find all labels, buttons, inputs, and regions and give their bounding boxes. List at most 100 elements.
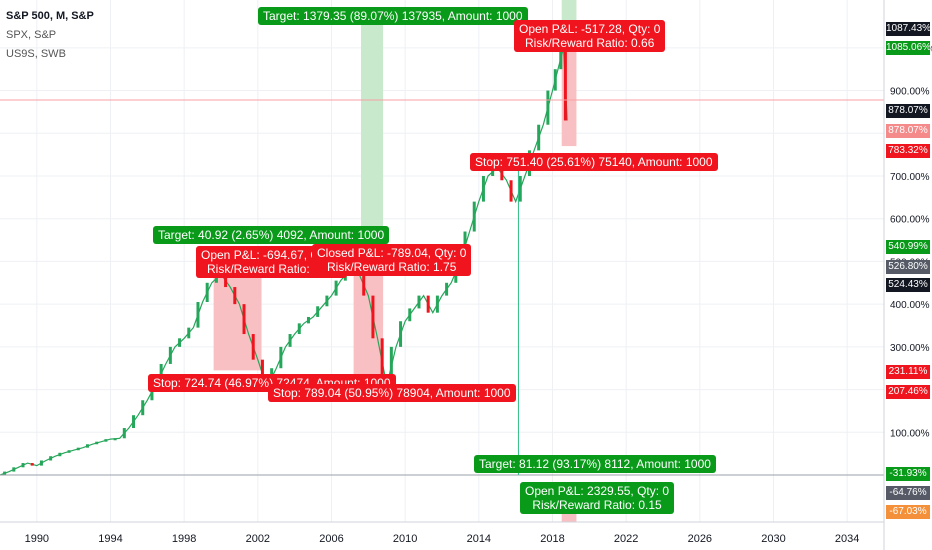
position-status-2007[interactable]: Closed P&L: -789.04, Qty: 0 Risk/Reward … bbox=[312, 244, 472, 276]
price-candle bbox=[260, 359, 264, 388]
price-candle bbox=[426, 295, 430, 313]
price-candle bbox=[288, 334, 292, 347]
x-tick-label: 1998 bbox=[172, 533, 196, 545]
price-candle bbox=[141, 400, 145, 416]
rr-line: Risk/Reward Ratio: 1.75 bbox=[327, 260, 457, 274]
price-tag: 231.11% bbox=[886, 365, 930, 379]
price-candle bbox=[537, 124, 541, 151]
x-tick-label: 2034 bbox=[835, 533, 859, 545]
price-candle bbox=[518, 175, 522, 202]
pnl-line: Open P&L: 2329.55, Qty: 0 bbox=[525, 484, 670, 498]
x-tick-label: 1994 bbox=[98, 533, 122, 545]
rr-line: Risk/Reward Ratio: 0.33 bbox=[207, 262, 337, 276]
y-tick-label: 600.00% bbox=[890, 215, 930, 226]
pnl-line: Closed P&L: -789.04, Qty: 0 bbox=[317, 246, 467, 260]
target-zone bbox=[561, 0, 577, 25]
price-candle bbox=[21, 463, 25, 468]
x-tick-label: 2002 bbox=[246, 533, 270, 545]
x-tick-label: 2010 bbox=[393, 533, 417, 545]
price-candle bbox=[417, 295, 421, 309]
price-candle bbox=[122, 428, 126, 439]
x-tick-label: 2022 bbox=[614, 533, 638, 545]
y-tick-label: 400.00% bbox=[890, 300, 930, 311]
target-label-2018[interactable]: Target: 1379.35 (89.07%) 137935, Amount:… bbox=[258, 7, 528, 25]
y-tick-label: 700.00% bbox=[890, 172, 930, 183]
price-candle bbox=[95, 441, 99, 445]
y-tick-label: 100.00% bbox=[890, 428, 930, 439]
rr-line: Risk/Reward Ratio: 0.66 bbox=[525, 36, 655, 50]
price-tag: -31.93% bbox=[886, 467, 930, 481]
price-candle bbox=[408, 308, 412, 322]
x-tick-label: 2030 bbox=[761, 533, 785, 545]
price-candle bbox=[113, 438, 117, 441]
stop-zone bbox=[353, 274, 384, 377]
price-candle bbox=[3, 471, 7, 476]
price-candle bbox=[214, 274, 218, 283]
price-candle bbox=[435, 295, 439, 313]
price-candle bbox=[334, 280, 338, 296]
pnl-line: Open P&L: -694.67, Qty: 0 bbox=[201, 248, 343, 262]
position-status-2016[interactable]: Open P&L: 2329.55, Qty: 0 Risk/Reward Ra… bbox=[520, 482, 675, 514]
rr-line: Risk/Reward Ratio: 0.15 bbox=[532, 498, 662, 512]
x-tick-label: 2014 bbox=[467, 533, 491, 545]
price-candle bbox=[76, 447, 80, 451]
price-candle bbox=[12, 467, 16, 472]
chart-title: S&P 500, M, S&P bbox=[6, 10, 94, 22]
price-candle bbox=[325, 295, 329, 307]
price-candle bbox=[316, 306, 320, 317]
price-candle bbox=[224, 274, 228, 288]
price-candle bbox=[509, 180, 513, 202]
stop-label-2007[interactable]: Stop: 789.04 (50.95%) 78904, Amount: 100… bbox=[268, 384, 516, 402]
x-tick-label: 2026 bbox=[688, 533, 712, 545]
y-tick-label: 300.00% bbox=[890, 343, 930, 354]
overlay-lines bbox=[0, 99, 884, 476]
price-candle bbox=[399, 321, 403, 347]
price-candle bbox=[168, 346, 172, 364]
price-candle bbox=[67, 450, 71, 453]
target-label-2000[interactable]: Target: 40.92 (2.65%) 4092, Amount: 1000 bbox=[153, 226, 390, 244]
price-candle bbox=[362, 274, 366, 296]
price-candle bbox=[491, 167, 495, 176]
price-tag: 524.43% bbox=[886, 278, 930, 292]
price-candle bbox=[546, 90, 550, 125]
price-tag: 540.99% bbox=[886, 240, 930, 254]
price-candle bbox=[279, 346, 283, 369]
price-candle bbox=[159, 363, 163, 384]
price-candle bbox=[49, 456, 53, 461]
price-candle bbox=[251, 334, 255, 360]
price-candle bbox=[445, 282, 449, 296]
price-candle bbox=[58, 452, 62, 457]
y-tick-label: 900.00% bbox=[890, 87, 930, 98]
position-status-2018[interactable]: Open P&L: -517.28, Qty: 0 Risk/Reward Ra… bbox=[514, 20, 666, 52]
price-candle bbox=[563, 47, 567, 121]
price-candle bbox=[30, 463, 34, 466]
price-candle bbox=[242, 304, 246, 335]
price-tag: 1085.06% bbox=[886, 41, 932, 55]
price-tag: 526.80% bbox=[886, 260, 930, 274]
price-candle bbox=[297, 323, 301, 335]
price-candle bbox=[233, 287, 237, 305]
price-candle bbox=[481, 175, 485, 202]
price-candle bbox=[39, 460, 43, 466]
price-candle bbox=[500, 167, 504, 181]
price-candle bbox=[132, 415, 136, 429]
price-candle bbox=[371, 295, 375, 339]
price-tag: 878.07% bbox=[886, 124, 930, 138]
price-candle bbox=[104, 439, 108, 442]
price-tag: 1087.43% bbox=[886, 22, 932, 36]
price-candle bbox=[559, 47, 563, 70]
x-axis: 1990 1994 1998 2002 2006 2010 2014 2018 2022 2026… bbox=[0, 521, 884, 545]
price-candle bbox=[553, 69, 557, 91]
price-candle bbox=[389, 346, 393, 386]
price-tag: -67.03% bbox=[886, 505, 930, 519]
price-candle bbox=[85, 444, 89, 448]
price-tag: 783.32% bbox=[886, 144, 930, 158]
pnl-line: Open P&L: -517.28, Qty: 0 bbox=[519, 22, 661, 36]
target-label-2016[interactable]: Target: 81.12 (93.17%) 8112, Amount: 100… bbox=[474, 455, 716, 473]
price-candle bbox=[196, 302, 200, 328]
series-label-us9s: US9S, SWB bbox=[6, 48, 66, 60]
x-tick-label: 2018 bbox=[540, 533, 564, 545]
x-tick-label: 2006 bbox=[319, 533, 343, 545]
stop-label-2018[interactable]: Stop: 751.40 (25.61%) 75140, Amount: 100… bbox=[470, 153, 718, 171]
series-label-spx: SPX, S&P bbox=[6, 29, 57, 41]
